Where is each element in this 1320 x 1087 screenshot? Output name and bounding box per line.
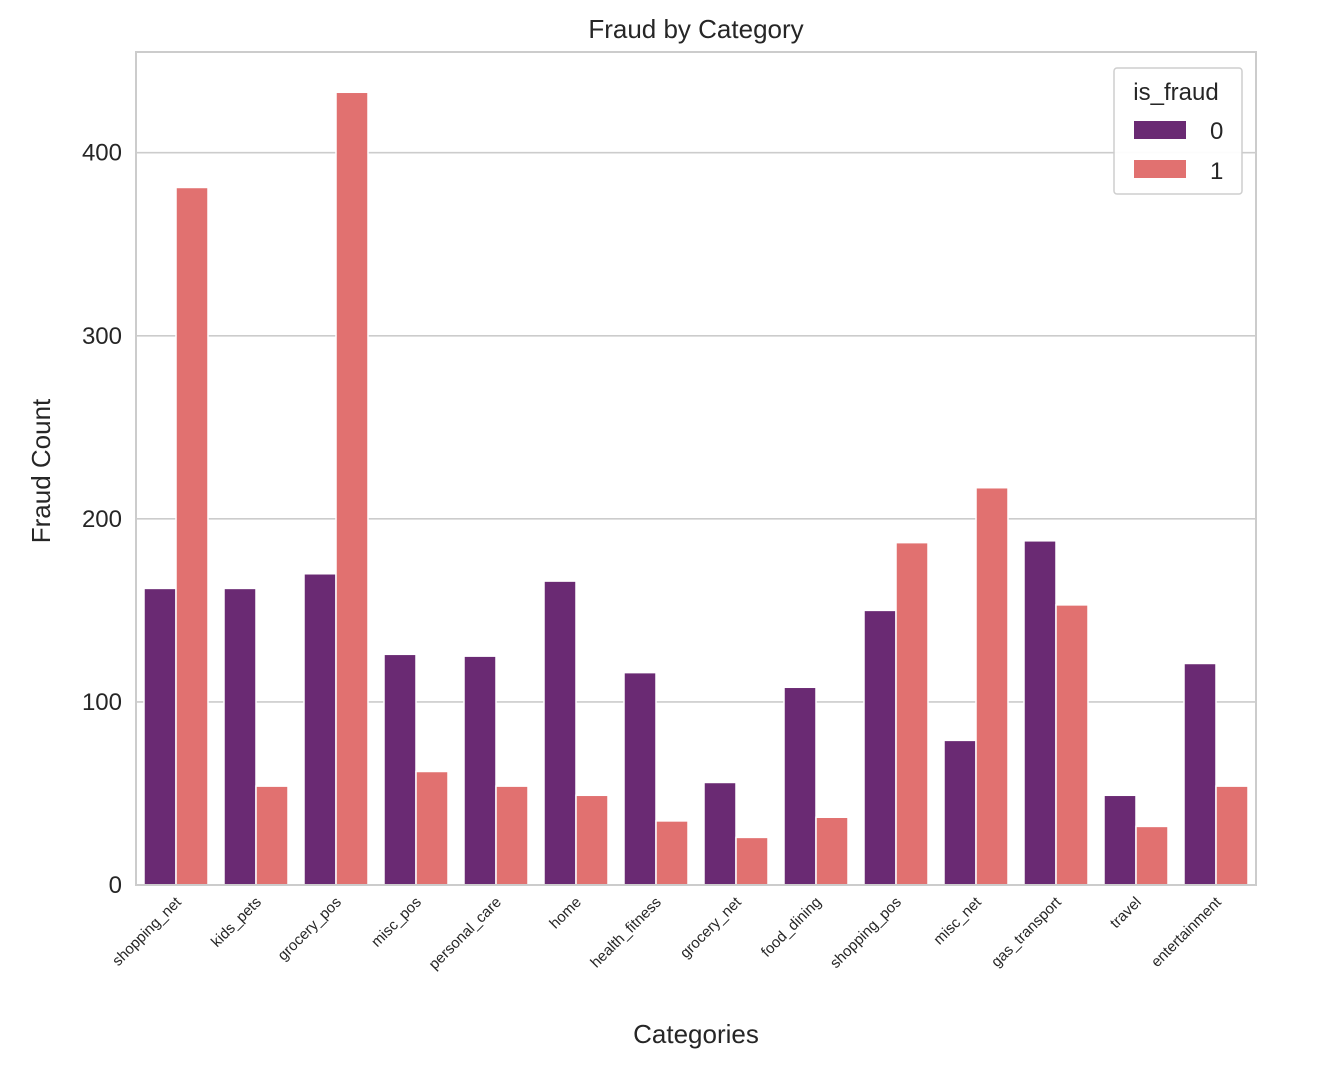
y-axis-label: Fraud Count: [26, 398, 56, 543]
legend-swatch-0: [1134, 121, 1186, 139]
bar-shopping_pos-1: [895, 541, 929, 886]
legend: is_fraud 0 1: [1113, 67, 1243, 195]
bar-misc_pos-0: [383, 653, 417, 886]
plot-frame: [135, 51, 1257, 886]
bar-personal_care-0: [463, 655, 497, 886]
bar-personal_care-1: [495, 785, 529, 886]
bar-gas_transport-0: [1023, 540, 1057, 886]
bar-misc_net-0: [943, 739, 977, 886]
legend-label-1: 1: [1210, 158, 1223, 185]
y-tick-label: 300: [82, 323, 122, 350]
y-tick-label: 0: [109, 872, 122, 899]
bars: [143, 91, 1249, 886]
bar-kids_pets-1: [255, 785, 289, 886]
bar-grocery_net-1: [735, 836, 769, 886]
bar-grocery_pos-1: [335, 91, 369, 886]
bar-gas_transport-1: [1055, 604, 1089, 886]
bar-shopping_pos-0: [863, 609, 897, 886]
bar-health_fitness-0: [623, 671, 657, 886]
legend-swatch-1: [1134, 160, 1186, 178]
bar-travel-0: [1103, 794, 1137, 886]
bar-grocery_net-0: [703, 781, 737, 886]
chart-title: Fraud by Category: [588, 14, 803, 44]
y-tick-label: 400: [82, 140, 122, 167]
bar-entertainment-0: [1183, 662, 1217, 886]
bar-shopping_net-1: [175, 186, 209, 886]
bar-kids_pets-0: [223, 587, 257, 886]
legend-title: is_fraud: [1133, 79, 1218, 106]
x-axis-label: Categories: [633, 1019, 759, 1049]
bar-misc_pos-1: [415, 770, 449, 886]
bar-grocery_pos-0: [303, 573, 337, 886]
bar-health_fitness-1: [655, 820, 689, 886]
bar-shopping_net-0: [143, 587, 177, 886]
bar-food_dining-0: [783, 686, 817, 886]
bar-misc_net-1: [975, 486, 1009, 886]
bar-home-0: [543, 580, 577, 886]
bar-food_dining-1: [815, 816, 849, 886]
bar-travel-1: [1135, 825, 1169, 886]
y-tick-label: 100: [82, 689, 122, 716]
y-tick-label: 200: [82, 506, 122, 533]
y-tick-labels: 0 100 200 300 400: [82, 140, 122, 899]
legend-label-0: 0: [1210, 118, 1223, 145]
bar-entertainment-1: [1215, 785, 1249, 886]
bar-home-1: [575, 794, 609, 886]
